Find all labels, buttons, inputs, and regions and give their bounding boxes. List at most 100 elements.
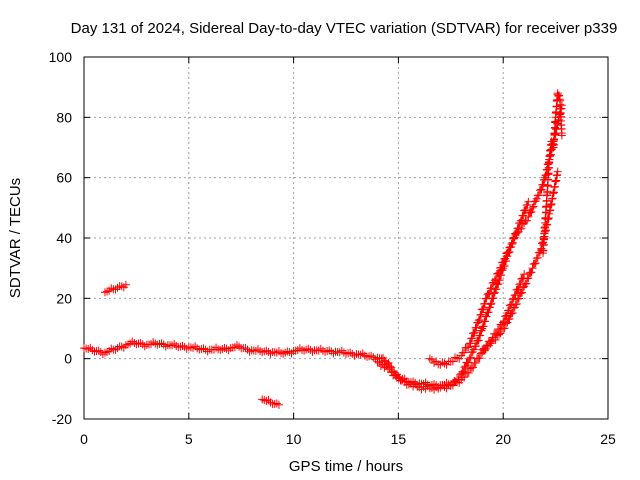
- data-point: [394, 374, 403, 383]
- y-tick-label: -20: [52, 411, 72, 427]
- data-point: [450, 377, 459, 386]
- data-point: [512, 299, 521, 308]
- data-point: [483, 341, 492, 350]
- data-point: [170, 339, 179, 348]
- data-point: [373, 357, 382, 366]
- data-point: [484, 341, 493, 350]
- data-point: [508, 308, 517, 317]
- data-point: [266, 349, 275, 358]
- data-point: [543, 165, 552, 174]
- data-point: [367, 351, 376, 360]
- data-point: [460, 373, 469, 382]
- data-point: [103, 347, 112, 356]
- data-point: [427, 384, 436, 393]
- data-point: [494, 280, 503, 289]
- data-point: [491, 335, 500, 344]
- data-point: [477, 310, 486, 319]
- data-point: [241, 343, 250, 352]
- data-point: [128, 337, 137, 346]
- data-point: [448, 381, 457, 390]
- data-point: [425, 354, 434, 363]
- data-point: [486, 339, 495, 348]
- data-point: [460, 363, 469, 372]
- data-point: [325, 346, 334, 355]
- data-point: [511, 290, 520, 299]
- data-point: [477, 326, 486, 335]
- data-point: [274, 400, 283, 409]
- data-point: [199, 344, 208, 353]
- data-points: [80, 89, 566, 409]
- data-point: [274, 347, 283, 356]
- data-point: [212, 343, 221, 352]
- data-point: [98, 350, 107, 359]
- data-point: [528, 264, 537, 273]
- data-point: [149, 338, 158, 347]
- data-point: [478, 345, 487, 354]
- y-tick-label: 100: [49, 49, 73, 65]
- data-point: [262, 396, 271, 405]
- data-point: [479, 344, 488, 353]
- data-point: [216, 346, 225, 355]
- data-point: [512, 229, 521, 238]
- data-point: [253, 345, 262, 354]
- data-point: [126, 339, 135, 348]
- y-axis-label: SDTVAR / TECUs: [7, 178, 24, 298]
- data-point: [465, 354, 474, 363]
- data-point: [519, 283, 528, 292]
- data-point: [304, 344, 313, 353]
- data-point: [531, 259, 540, 268]
- x-tick-label: 25: [600, 431, 616, 447]
- chart-title: Day 131 of 2024, Sidereal Day-to-day VTE…: [71, 20, 618, 37]
- data-point: [514, 224, 523, 233]
- data-point: [121, 341, 130, 350]
- data-point: [510, 234, 519, 243]
- data-point: [495, 268, 504, 277]
- data-point: [168, 341, 177, 350]
- data-point: [308, 347, 317, 356]
- data-point: [415, 383, 424, 392]
- data-point: [191, 342, 200, 351]
- x-tick-label: 20: [495, 431, 511, 447]
- data-point: [94, 346, 103, 355]
- data-point: [555, 91, 564, 100]
- data-point: [103, 287, 112, 296]
- data-point: [279, 349, 288, 358]
- data-point: [453, 378, 462, 387]
- data-point: [537, 185, 546, 194]
- data-point: [203, 347, 212, 356]
- data-point: [474, 336, 483, 345]
- data-point: [485, 289, 494, 298]
- data-point: [529, 202, 538, 211]
- data-point: [100, 348, 109, 357]
- data-point: [453, 354, 462, 363]
- data-point: [481, 317, 490, 326]
- data-point: [504, 248, 513, 257]
- data-point: [380, 363, 389, 372]
- data-point: [440, 359, 449, 368]
- data-point: [524, 212, 533, 221]
- data-point: [436, 383, 445, 392]
- data-point: [501, 319, 510, 328]
- data-point: [316, 344, 325, 353]
- data-point: [471, 358, 480, 367]
- tick-labels: 0 5 10 15 20 25 -20 0 20 40 60 80 100: [49, 49, 616, 447]
- data-point: [508, 295, 517, 304]
- data-point: [434, 384, 443, 393]
- data-point: [178, 341, 187, 350]
- data-point: [464, 368, 473, 377]
- data-point: [385, 364, 394, 373]
- data-point: [464, 358, 473, 367]
- data-point: [524, 274, 533, 283]
- data-point: [337, 346, 346, 355]
- data-point: [224, 346, 233, 355]
- data-point: [300, 346, 309, 355]
- data-point: [479, 304, 488, 313]
- data-point: [448, 357, 457, 366]
- data-point: [245, 347, 254, 356]
- data-point: [389, 371, 398, 380]
- data-point: [272, 399, 281, 408]
- data-point: [450, 353, 459, 362]
- data-point: [344, 349, 353, 358]
- data-point: [533, 253, 542, 262]
